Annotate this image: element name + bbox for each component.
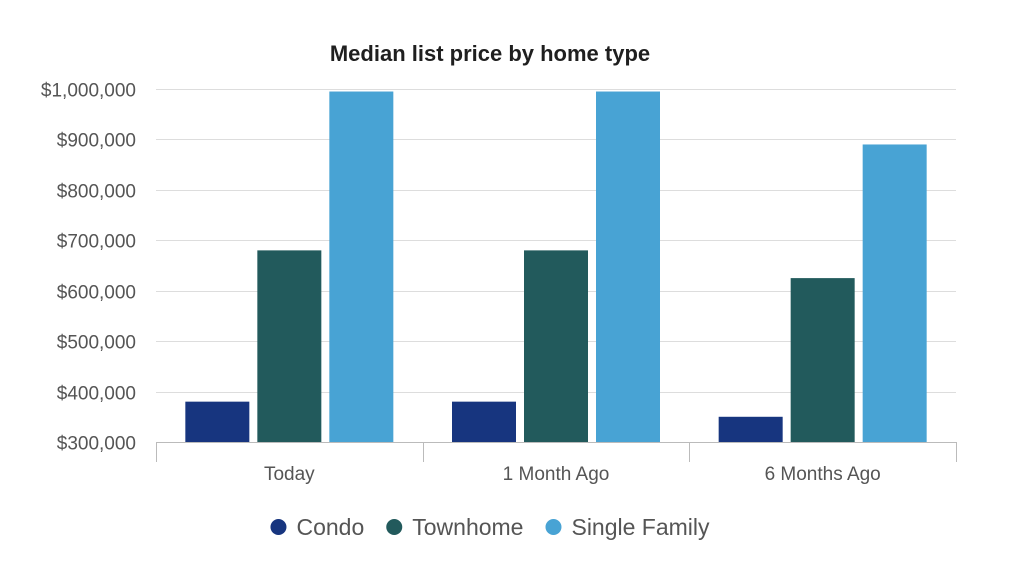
legend-swatch bbox=[386, 519, 403, 535]
bar bbox=[790, 278, 855, 442]
bar bbox=[329, 91, 394, 443]
bar bbox=[185, 401, 250, 442]
y-tick-label: $300,000 bbox=[57, 434, 136, 455]
bar bbox=[524, 250, 588, 442]
y-tick-label: $400,000 bbox=[57, 384, 136, 405]
y-tick-label: $900,000 bbox=[57, 131, 136, 152]
legend-label: Single Family bbox=[571, 514, 710, 540]
chart-title: Median list price by home type bbox=[330, 41, 650, 66]
bar bbox=[862, 144, 927, 442]
y-tick-label: $500,000 bbox=[57, 333, 136, 354]
y-tick-label: $700,000 bbox=[57, 232, 136, 253]
x-tick-label: 6 Months Ago bbox=[765, 464, 881, 485]
x-tick-label: Today bbox=[264, 464, 315, 485]
bar bbox=[718, 416, 783, 442]
y-tick-label: $800,000 bbox=[57, 182, 136, 203]
bar bbox=[596, 91, 660, 443]
x-axis: Today 1 Month Ago 6 Months Ago bbox=[156, 442, 957, 485]
x-tick-label: 1 Month Ago bbox=[503, 464, 610, 485]
legend-label: Townhome bbox=[412, 514, 523, 540]
y-axis-tick-labels: $300,000 $400,000 $500,000 $600,000 $700,000… bbox=[41, 81, 136, 455]
bar bbox=[452, 401, 516, 442]
bars bbox=[185, 91, 927, 443]
y-tick-label: $600,000 bbox=[57, 283, 136, 304]
legend-label: Condo bbox=[296, 514, 364, 540]
legend-swatch bbox=[270, 519, 287, 535]
legend: Condo Townhome Single Family bbox=[270, 514, 710, 540]
y-tick-label: $1,000,000 bbox=[41, 81, 136, 102]
bar bbox=[257, 250, 322, 442]
legend-swatch bbox=[545, 519, 562, 535]
